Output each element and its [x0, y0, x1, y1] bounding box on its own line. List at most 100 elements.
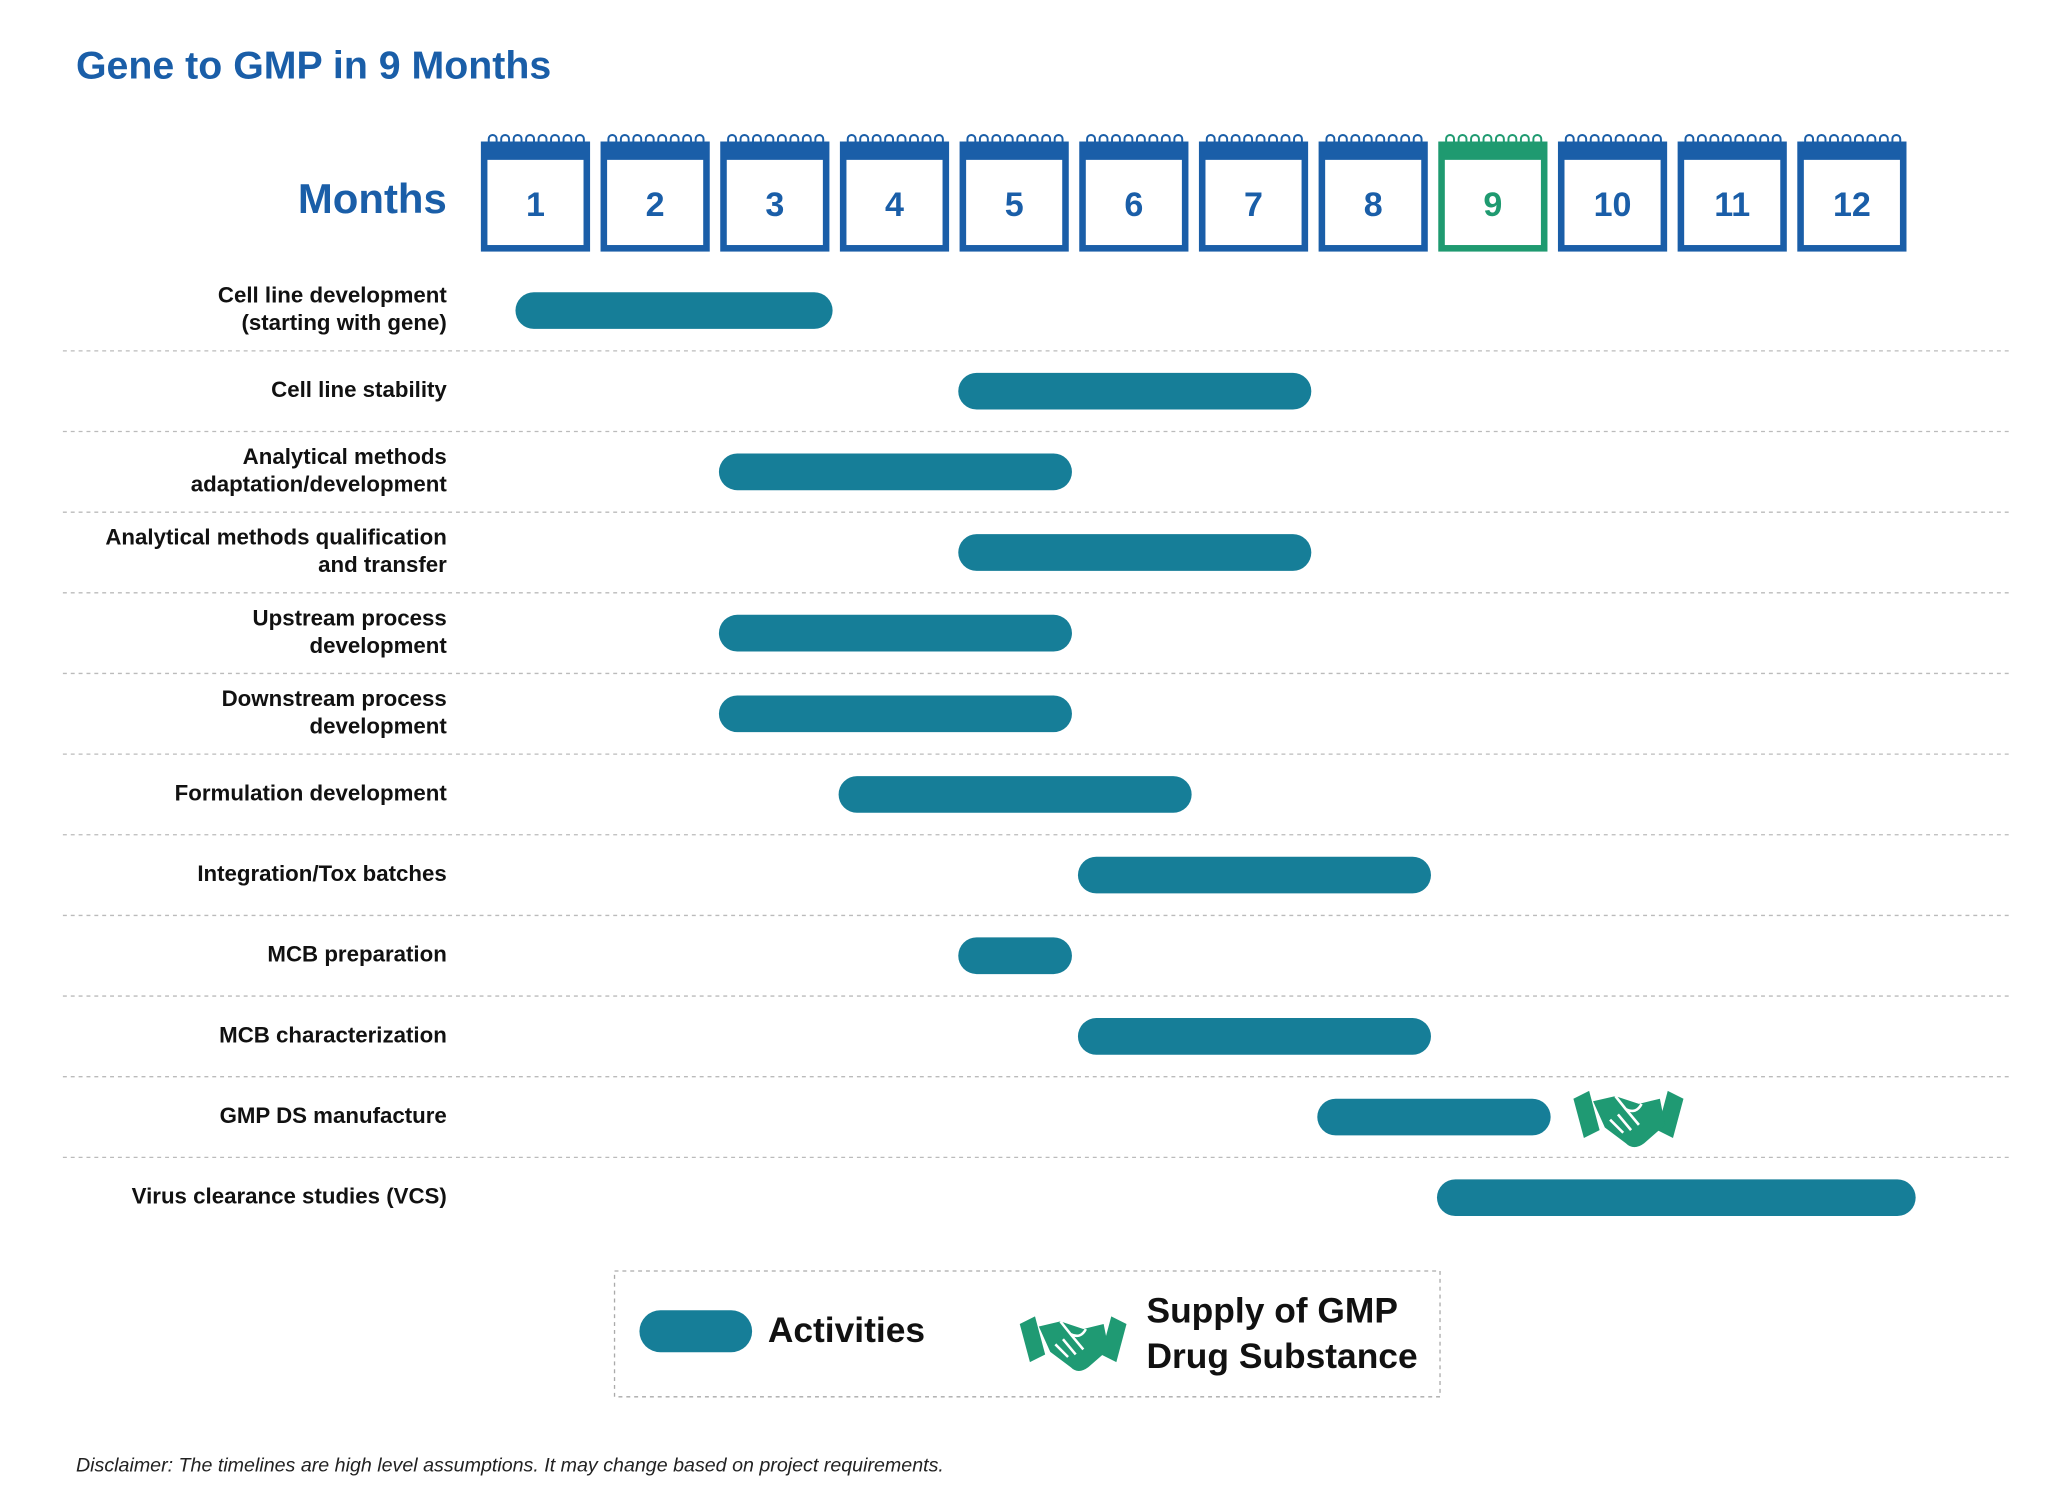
- calendar-ring: [1457, 134, 1468, 147]
- activity-bar: [958, 534, 1312, 571]
- calendar-ring: [846, 134, 857, 147]
- calendar-ring: [1375, 134, 1386, 147]
- calendar-ring: [921, 134, 932, 147]
- activity-bar: [1077, 1018, 1431, 1055]
- x-tick-label: 6: [1124, 186, 1143, 224]
- calendar-ring: [682, 134, 693, 147]
- calendar: [1079, 134, 1189, 252]
- calendar-ring: [574, 134, 585, 147]
- calendar-ring: [1111, 134, 1121, 147]
- calendar-ring: [1482, 134, 1493, 147]
- calendar: [720, 134, 830, 252]
- calendar-ring: [1771, 134, 1782, 147]
- calendar-page: [1684, 159, 1781, 246]
- calendar: [1318, 134, 1428, 252]
- legend-label: Activities: [768, 1311, 925, 1350]
- task-label: Downstream process: [222, 686, 447, 711]
- task-label: (starting with gene): [241, 310, 446, 335]
- task-label: adaptation/development: [191, 471, 448, 496]
- x-tick-label: 1: [526, 186, 545, 224]
- legend-label: Supply of GMP: [1147, 1291, 1398, 1330]
- calendar-ring: [525, 134, 535, 147]
- calendar-ring: [1173, 134, 1184, 147]
- calendar-ring: [1003, 134, 1014, 147]
- task-label: development: [309, 633, 447, 658]
- hand: [1038, 1321, 1109, 1371]
- calendar-ring: [1412, 134, 1423, 147]
- task-label: Analytical methods: [243, 444, 447, 469]
- calendar-ring: [1759, 134, 1770, 147]
- calendar-page: [607, 159, 704, 246]
- calendar-ring: [1337, 134, 1348, 147]
- calendar-ring: [1854, 134, 1864, 147]
- activity-bar: [958, 937, 1072, 975]
- calendar: [1677, 134, 1787, 252]
- calendar-ring: [727, 134, 737, 147]
- calendar-ring: [1804, 134, 1815, 147]
- calendar-ring: [896, 134, 907, 147]
- calendar-ring: [1041, 134, 1052, 147]
- calendar-page: [1085, 159, 1182, 246]
- chart-title: Gene to GMP in 9 Months: [76, 44, 551, 88]
- calendar-ring: [1160, 134, 1171, 147]
- calendar-page: [1564, 159, 1661, 246]
- calendar-ring: [1016, 134, 1027, 147]
- calendar: [839, 134, 950, 252]
- calendar-ring: [1387, 134, 1398, 147]
- activity-bar: [958, 372, 1312, 410]
- task-label: MCB characterization: [219, 1022, 447, 1047]
- calendar-ring: [1532, 134, 1543, 147]
- calendar-ring: [1627, 134, 1637, 147]
- activity-bar: [1317, 1098, 1551, 1136]
- task-label: and transfer: [318, 552, 447, 577]
- calendar-ring: [978, 134, 989, 147]
- calendar-ring: [776, 134, 787, 147]
- footnote: Disclaimer: The timelines are high level…: [76, 1454, 944, 1476]
- x-tick-label: 4: [885, 186, 904, 224]
- x-tick-label: 5: [1005, 186, 1024, 224]
- calendar-ring: [1148, 134, 1159, 147]
- calendar-ring: [537, 134, 548, 147]
- activity-bar: [1077, 856, 1431, 894]
- calendar: [959, 134, 1069, 252]
- calendar-ring: [1255, 134, 1266, 147]
- calendar-ring: [632, 134, 643, 147]
- calendar-ring: [884, 134, 894, 147]
- calendar-ring: [1028, 134, 1039, 147]
- calendar-ring: [764, 134, 775, 147]
- calendar-ring: [1325, 134, 1336, 147]
- calendar-ring: [739, 134, 750, 147]
- calendar-ring: [487, 134, 498, 147]
- activity-bar: [1436, 1179, 1916, 1217]
- calendar-ring: [991, 134, 1002, 147]
- x-tick-label: 3: [765, 186, 784, 224]
- task-label: MCB preparation: [267, 942, 446, 967]
- activity-bar: [718, 695, 1072, 733]
- calendar-page: [1325, 159, 1422, 246]
- cuff: [1019, 1316, 1046, 1363]
- task-label: Upstream process: [253, 605, 447, 630]
- calendar-ring: [657, 134, 668, 147]
- activity-bar: [838, 776, 1192, 813]
- calendar-ring: [1639, 134, 1650, 147]
- hand: [1593, 1096, 1666, 1148]
- finger-lines: [1609, 1095, 1643, 1134]
- x-tick-label: 10: [1594, 186, 1632, 224]
- activity-bar: [718, 614, 1072, 652]
- calendar-ring: [1470, 134, 1480, 147]
- task-label: Integration/Tox batches: [197, 861, 446, 886]
- calendar: [600, 134, 710, 252]
- calendar-page: [1205, 159, 1302, 246]
- calendar-page: [1803, 159, 1900, 246]
- x-tick-label: 7: [1244, 186, 1263, 224]
- calendar-ring: [1053, 134, 1064, 147]
- calendar-ring: [801, 134, 812, 147]
- calendar-ring: [871, 134, 882, 147]
- calendar-ring: [1495, 134, 1505, 147]
- calendar-ring: [694, 134, 705, 147]
- calendar-ring: [1734, 134, 1745, 147]
- calendar-ring: [1123, 134, 1134, 147]
- calendar-ring: [1098, 134, 1109, 147]
- calendar-ring: [1696, 134, 1707, 147]
